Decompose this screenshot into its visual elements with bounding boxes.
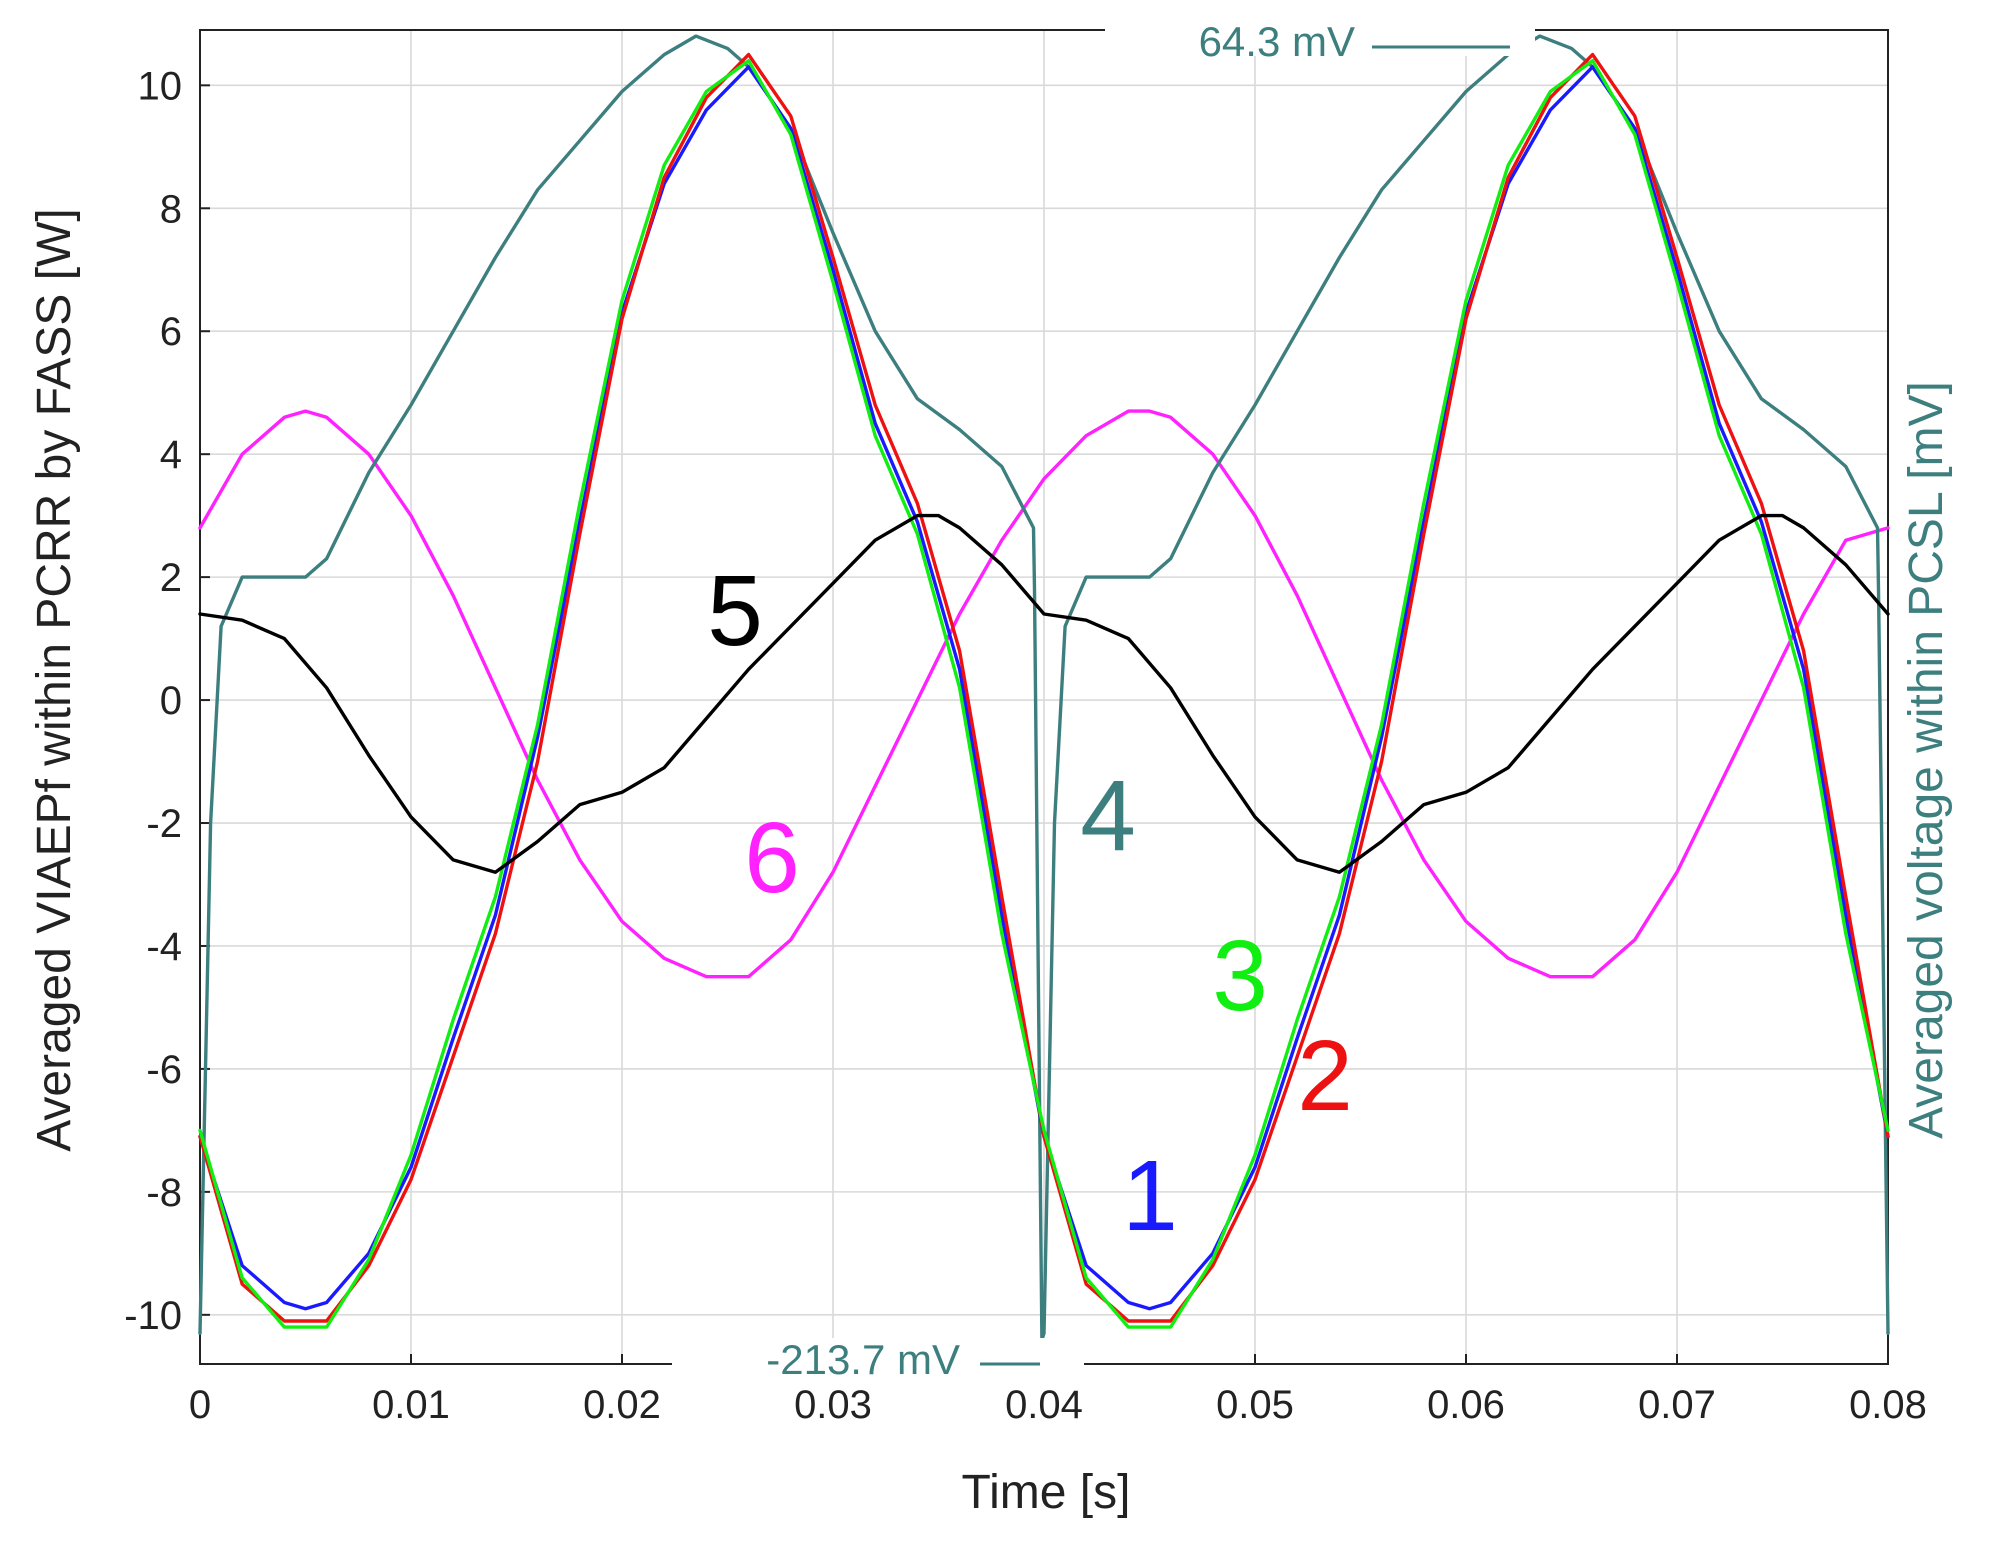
y-axis-title: Averaged VIAEPf within PCRR by FASS [W]	[28, 208, 81, 1151]
series-layer	[198, 34, 1890, 1342]
annotation-backdrop	[1105, 16, 1535, 56]
x-tick-label: 0.07	[1638, 1383, 1716, 1427]
series-label-2: 2	[1297, 1020, 1353, 1132]
series-line-3	[198, 59, 1890, 1329]
y-tick-label: 2	[160, 556, 182, 600]
y-tick-label: 4	[160, 433, 182, 477]
y-tick-label: 6	[160, 310, 182, 354]
y-tick-label: 10	[138, 64, 183, 108]
x-tick-label: 0.02	[583, 1383, 661, 1427]
grid	[199, 30, 1889, 1364]
x-tick-label: 0.08	[1849, 1383, 1927, 1427]
x-tick-label: 0.06	[1427, 1383, 1505, 1427]
y-tick-label: -6	[146, 1048, 182, 1092]
series-line-5	[198, 513, 1890, 874]
x-tick-label: 0	[189, 1383, 211, 1427]
x-tick-label: 0.04	[1005, 1383, 1083, 1427]
series-label-3: 3	[1212, 920, 1268, 1032]
y-tick-label: -2	[146, 802, 182, 846]
y-tick-label: -10	[124, 1294, 182, 1338]
x-tick-label: 0.03	[794, 1383, 872, 1427]
series-line-6	[198, 409, 1890, 979]
y-tick-label: -8	[146, 1171, 182, 1215]
annotation-min-voltage: -213.7 mV	[766, 1336, 960, 1383]
y-tick-label: 8	[160, 187, 182, 231]
series-label-1: 1	[1122, 1140, 1178, 1252]
series-label-6: 6	[744, 802, 800, 914]
x-tick-label: 0.01	[372, 1383, 450, 1427]
series-label-5: 5	[707, 555, 763, 667]
x-tick-label: 0.05	[1216, 1383, 1294, 1427]
y-tick-label: -4	[146, 925, 182, 969]
y-axis: 10 8 6 4 2 0 -2 -4 -6 -8 -10	[124, 64, 210, 1338]
series-label-4: 4	[1080, 760, 1136, 872]
curve-labels: 1 234 5 6	[707, 555, 1353, 1252]
annotation-max-voltage: 64.3 mV	[1199, 18, 1355, 65]
x-axis: 0 0.01 0.02 0.03 0.04 0.05 0.06 0.07 0.08	[189, 1354, 1927, 1427]
y-axis-right-title: Averaged voltage within PCSL [mV]	[1900, 381, 1953, 1139]
y-tick-label: 0	[160, 679, 182, 723]
x-axis-title: Time [s]	[962, 1466, 1131, 1519]
annotations: 64.3 mV -213.7 mV	[672, 16, 1535, 1383]
annotation-backdrop	[672, 1338, 1084, 1382]
